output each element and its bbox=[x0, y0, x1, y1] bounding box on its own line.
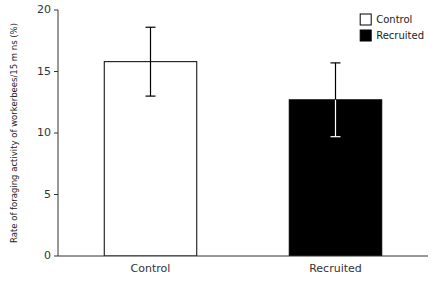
x-tick-label: Recruited bbox=[309, 262, 362, 275]
y-tick-label: 20 bbox=[37, 3, 51, 16]
legend-label: Recruited bbox=[376, 30, 424, 41]
legend-label: Control bbox=[376, 14, 412, 25]
y-tick-label: 10 bbox=[37, 126, 51, 139]
y-tick bbox=[54, 71, 58, 72]
error-bar-inner bbox=[331, 100, 341, 137]
y-axis-label: Rate of foraging activity of workerbees/… bbox=[9, 23, 19, 243]
legend: Control Recruited bbox=[360, 14, 424, 42]
y-tick-label: 0 bbox=[44, 249, 51, 262]
y-tick bbox=[54, 10, 58, 11]
legend-swatch bbox=[360, 14, 371, 25]
x-tick-label: Control bbox=[131, 262, 171, 275]
y-tick bbox=[54, 194, 58, 195]
plot-area bbox=[104, 27, 382, 256]
error-bar bbox=[331, 63, 341, 137]
legend-swatch bbox=[360, 30, 371, 41]
y-tick bbox=[54, 256, 58, 257]
y-tick bbox=[54, 133, 58, 134]
chart: 0 5 10 15 20 Rate of foraging activity of wor… bbox=[0, 0, 438, 290]
y-tick-label: 15 bbox=[37, 65, 51, 78]
error-bar bbox=[146, 27, 156, 96]
y-tick-label: 5 bbox=[44, 188, 51, 201]
y-axis bbox=[58, 10, 59, 256]
bar bbox=[289, 100, 382, 256]
x-axis bbox=[58, 256, 428, 257]
